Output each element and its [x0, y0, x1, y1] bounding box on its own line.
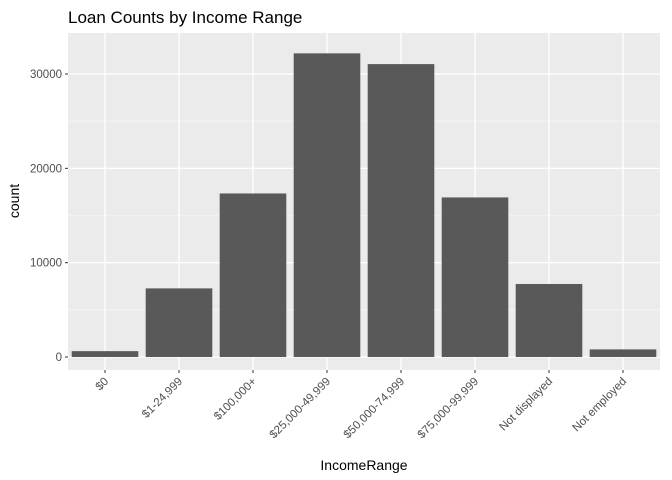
bar	[219, 193, 287, 357]
bars	[71, 53, 657, 358]
x-tick-label: $75,000-99,999	[416, 376, 481, 441]
bar	[71, 351, 139, 357]
y-tick-label: 30000	[30, 69, 62, 81]
y-axis: 0 10000 20000 30000	[30, 69, 68, 364]
y-tick-label: 0	[56, 352, 62, 364]
x-tick-label: $100,000+	[212, 375, 259, 422]
bar	[145, 288, 213, 357]
bar	[515, 283, 583, 357]
x-axis: $0 $1-24,999 $100,000+ $25,000-49,999 $50,00…	[94, 370, 629, 441]
x-tick-label: $50,000-74,999	[342, 376, 407, 441]
bar	[441, 197, 509, 357]
x-tick-label: Not displayed	[497, 376, 555, 434]
y-axis-title: count	[6, 184, 22, 218]
chart-title: Loan Counts by Income Range	[68, 8, 302, 27]
x-tick-label: $0	[94, 376, 112, 394]
x-tick-label: Not employed	[570, 376, 629, 435]
x-tick-label: $25,000-49,999	[268, 376, 333, 441]
y-tick-label: 20000	[30, 163, 62, 175]
x-tick-label: $1-24,999	[140, 376, 185, 421]
bar	[293, 53, 361, 358]
bar	[589, 349, 657, 357]
bar	[367, 64, 435, 358]
y-tick-label: 10000	[30, 258, 62, 270]
x-axis-title: IncomeRange	[320, 457, 407, 473]
